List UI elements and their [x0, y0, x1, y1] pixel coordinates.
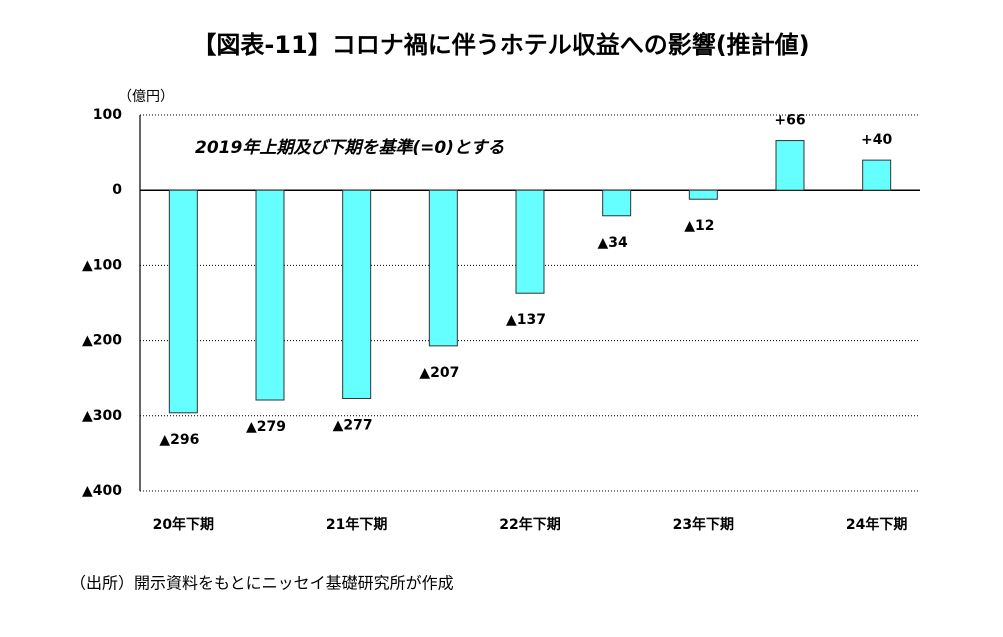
annotation: 2019年上期及び下期を基準(=0)とする	[195, 138, 504, 158]
value-label: ▲34	[598, 235, 629, 251]
x-tick-label: 24年下期	[846, 516, 907, 533]
x-tick-label: 23年下期	[673, 516, 734, 533]
value-label: ▲296	[159, 432, 199, 448]
y-tick-label: ▲100	[82, 257, 122, 273]
x-tick-label: 22年下期	[499, 516, 560, 533]
bar	[688, 189, 718, 200]
bar	[515, 189, 545, 294]
x-tick-label: 21年下期	[326, 516, 387, 533]
y-tick-label: ▲300	[82, 408, 122, 424]
value-label: +66	[774, 113, 805, 129]
y-tick-label: 0	[112, 182, 122, 198]
y-tick-label: ▲200	[82, 333, 122, 349]
value-label: +40	[861, 132, 892, 148]
value-label: ▲279	[246, 419, 286, 435]
bar	[168, 189, 198, 414]
bar	[342, 189, 372, 400]
bar	[775, 140, 805, 191]
source-note: （出所）開示資料をもとにニッセイ基礎研究所が作成	[70, 574, 454, 593]
value-label: ▲207	[419, 365, 459, 381]
value-label: ▲137	[506, 312, 546, 328]
bar	[255, 189, 285, 401]
x-tick-label: 20年下期	[153, 516, 214, 533]
bar	[428, 189, 458, 347]
chart-title: 【図表-11】コロナ禍に伴うホテル収益への影響(推計値)	[192, 31, 809, 59]
value-label: ▲12	[684, 218, 714, 234]
y-tick-label: 100	[93, 107, 122, 123]
value-label: ▲277	[333, 418, 373, 434]
y-unit: （億円）	[118, 89, 174, 105]
bar	[602, 189, 632, 217]
bar	[862, 159, 892, 191]
y-tick-label: ▲400	[82, 483, 122, 499]
